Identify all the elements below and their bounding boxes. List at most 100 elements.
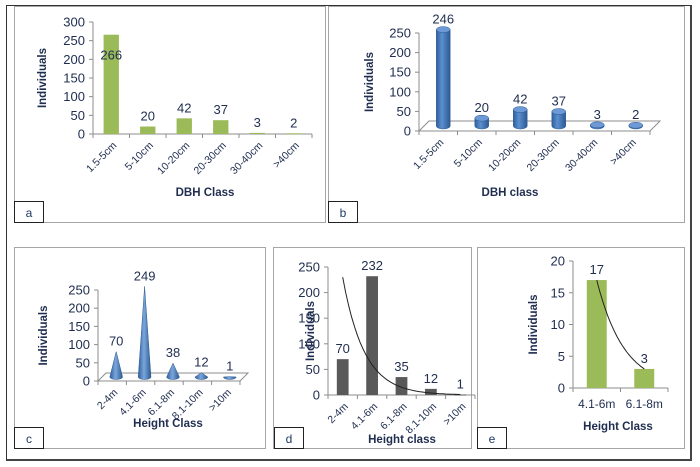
panel-d-y-tick-label: 0 xyxy=(313,388,320,403)
panel-c-y-axis-title: Individuals xyxy=(38,305,50,365)
panel-a-data-label: 20 xyxy=(141,109,155,124)
panel-e-data-label: 3 xyxy=(641,351,648,366)
panel-e-x-axis-title: Height Class xyxy=(583,421,653,433)
panel-a-x-tick-label: 1.5-5cm xyxy=(84,139,119,174)
panel-b-x-tick-label: 20-30cm xyxy=(524,136,562,174)
panel-b-x-axis-title: DBH class xyxy=(482,187,539,199)
panel-c-bar xyxy=(166,362,180,380)
panel-b-bar-top xyxy=(628,121,643,129)
panel-d-bar xyxy=(425,388,437,395)
figure-frame xyxy=(6,5,692,461)
panel-a-y-tick-label: 0 xyxy=(78,127,85,142)
panel-c-bar xyxy=(109,351,123,380)
panel-d-data-label: 70 xyxy=(335,341,349,356)
panel-a-data-label: 2 xyxy=(290,115,297,130)
panel-d-x-tick-label: 2-4m xyxy=(325,400,351,426)
panel-d-y-tick-label: 200 xyxy=(298,285,320,300)
panel-d-x-tick-label: >10m xyxy=(441,400,468,427)
panel-b-bar xyxy=(513,109,528,130)
panel-d-y-tick-label: 150 xyxy=(298,311,320,326)
panel-b-bar xyxy=(436,29,451,130)
panel-a-x-axis-title: DBH Class xyxy=(176,187,235,199)
panel-a-bar xyxy=(176,118,192,134)
panel-b-y-tick-label: 0 xyxy=(404,124,411,139)
panel-a-y-tick-label: 100 xyxy=(63,89,85,104)
panel-c-bar xyxy=(223,376,237,380)
panel-d-data-label: 1 xyxy=(457,376,464,391)
panel-c-x-tick-label: >10m xyxy=(207,386,234,413)
panel-a-x-tick-label: >40cm xyxy=(271,139,302,170)
panel-b-bar-top xyxy=(513,106,528,113)
panel-b-bar-top xyxy=(590,121,605,129)
panel-b xyxy=(328,6,685,223)
panel-b-x-tick-label: 5-10cm xyxy=(452,136,485,169)
panel-a-data-label: 266 xyxy=(100,48,122,63)
panel-c-data-label: 70 xyxy=(109,334,123,349)
panel-c-x-tick-label: 2-4m xyxy=(95,386,121,412)
panel-b-y-tick-label: 150 xyxy=(389,65,411,80)
panel-b-y-tick-label: 200 xyxy=(389,45,411,60)
panel-label-a: a xyxy=(14,201,44,223)
panel-e-y-axis-title: Individuals xyxy=(528,294,540,354)
panel-label-e: e xyxy=(477,427,507,449)
panel-b-y-tick-label: 250 xyxy=(389,26,411,41)
panel-c-y-tick-label: 50 xyxy=(76,355,90,370)
panel-d-bar xyxy=(336,359,349,395)
panel-c-data-label: 1 xyxy=(226,359,233,374)
panel-d-y-tick-label: 100 xyxy=(298,336,320,351)
panel-a-bar xyxy=(286,133,302,135)
panel-c-y-tick-label: 0 xyxy=(83,374,90,389)
panel-d-y-tick-label: 50 xyxy=(306,362,320,377)
panel-b-y-tick-label: 100 xyxy=(389,84,411,99)
panel-b-floor-plane xyxy=(417,120,662,132)
panel-b-bar-top xyxy=(551,108,566,115)
panel-c-bar xyxy=(194,372,209,380)
panel-d-data-label: 12 xyxy=(424,371,438,386)
panel-d-bar xyxy=(366,276,378,395)
panel-label-c: c xyxy=(14,427,44,449)
panel-b-bar-top xyxy=(474,114,489,122)
panel-b-x-tick-label: 1.5-5cm xyxy=(411,136,446,171)
panel-a-bar xyxy=(249,132,265,134)
panel-a-bar xyxy=(103,34,119,135)
panel-e-bar xyxy=(586,280,607,388)
panel-a-y-tick-label: 50 xyxy=(71,108,85,123)
panel-e-y-tick-label: 5 xyxy=(558,349,565,364)
panel-a-x-tick-label: 10-20cm xyxy=(155,139,193,177)
panel-b-x-tick-label: 30-40cm xyxy=(563,136,601,174)
panel-d-data-label: 35 xyxy=(394,359,408,374)
panel-a xyxy=(14,6,326,223)
panel-a-y-tick-label: 150 xyxy=(63,71,85,86)
panel-c-data-label: 38 xyxy=(166,345,180,360)
panel-c-y-tick-label: 250 xyxy=(68,283,90,298)
panel-b-y-tick-label: 50 xyxy=(397,104,411,119)
panel-d-trendline xyxy=(342,277,461,395)
panel-a-x-tick-label: 5-10cm xyxy=(123,139,156,172)
panel-b-x-tick-label: >40cm xyxy=(608,136,639,167)
panel-a-data-label: 3 xyxy=(254,115,261,130)
panel-b-data-label: 3 xyxy=(594,107,601,122)
panel-b-bar-top xyxy=(436,26,451,33)
panel-d-bar xyxy=(395,377,408,395)
panel-c-x-tick-label: 4.1-6m xyxy=(117,386,149,418)
panel-e xyxy=(477,247,685,449)
panel-b-y-axis-title: Individuals xyxy=(364,52,376,112)
panel-c xyxy=(14,247,266,449)
panel-d-y-tick-label: 250 xyxy=(298,260,320,275)
panel-c-y-tick-label: 100 xyxy=(68,337,90,352)
panel-a-data-label: 42 xyxy=(177,100,191,115)
panel-d-x-axis-title: Height class xyxy=(368,434,436,446)
panel-e-y-tick-label: 15 xyxy=(551,285,565,300)
panel-label-b: b xyxy=(328,201,358,223)
panel-b-bar xyxy=(551,111,566,130)
panel-e-trendline xyxy=(596,279,645,370)
panel-e-bar xyxy=(634,368,655,388)
panel-a-data-label: 37 xyxy=(214,102,228,117)
panel-e-x-tick-label: 4.1-6m xyxy=(578,397,615,411)
panel-a-bar xyxy=(213,120,229,134)
panel-e-data-label: 17 xyxy=(590,262,604,277)
panel-e-x-tick-label: 6.1-8m xyxy=(626,397,663,411)
panel-c-data-label: 12 xyxy=(194,355,208,370)
panel-c-data-label: 249 xyxy=(134,268,156,283)
